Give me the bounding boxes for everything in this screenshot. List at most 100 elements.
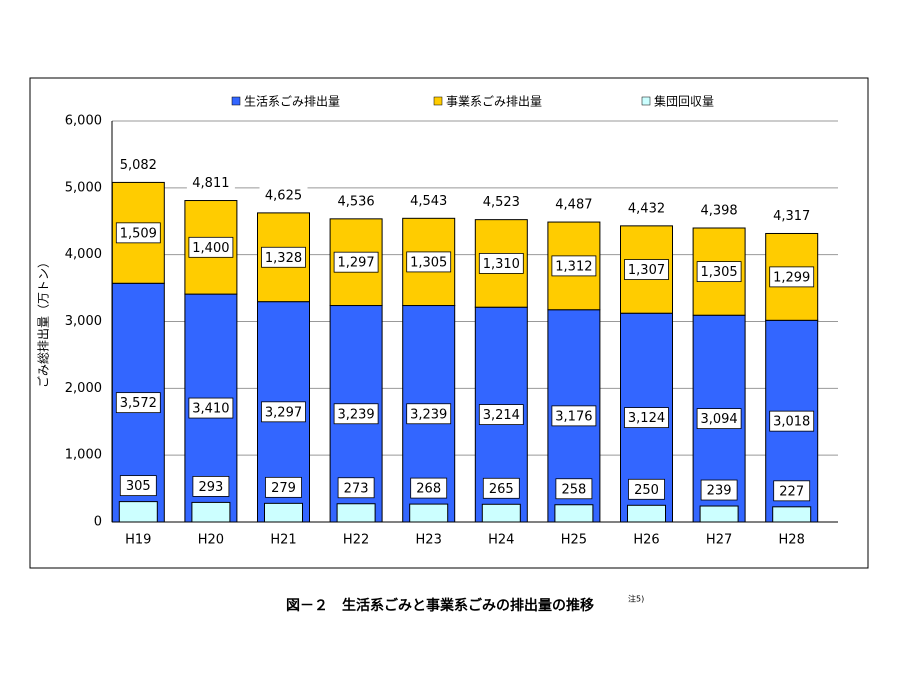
- data-label-box: [555, 478, 593, 500]
- y-tick-label: 3,000: [65, 314, 102, 329]
- data-label: 305: [126, 479, 151, 494]
- total-label-bg: [767, 207, 816, 224]
- data-label-box: [769, 266, 815, 288]
- total-label-bg: [186, 174, 235, 191]
- data-label-box: [551, 405, 597, 427]
- total-label-bg: [695, 202, 744, 219]
- bar-overlay: [336, 503, 376, 523]
- total-label: 5,082: [120, 158, 157, 173]
- data-label-box: [188, 397, 234, 419]
- data-label: 293: [198, 480, 223, 495]
- data-label: 273: [344, 481, 369, 496]
- bar-overlay: [481, 503, 521, 523]
- x-tick-label: H19: [125, 533, 151, 548]
- bar-overlay: [409, 503, 449, 523]
- legend-swatch: [641, 96, 651, 106]
- data-label-box: [406, 403, 452, 425]
- y-axis-label: ごみ総排出量（万トン）: [36, 256, 51, 388]
- data-label: 227: [779, 484, 804, 499]
- data-label-box: [628, 478, 665, 500]
- y-tick-label: 4,000: [65, 247, 102, 262]
- data-label: 1,310: [483, 257, 520, 272]
- total-label-bg: [622, 199, 671, 216]
- data-label-box: [265, 476, 302, 498]
- total-label: 4,625: [265, 188, 302, 203]
- bar-overlay: [627, 504, 666, 523]
- data-label-box: [188, 236, 234, 258]
- data-label: 258: [561, 482, 586, 497]
- bar-overlay: [554, 504, 594, 523]
- bar-overlay: [191, 501, 231, 523]
- y-tick-label: 6,000: [65, 114, 102, 129]
- data-label-box: [333, 403, 379, 425]
- data-label-box: [696, 261, 742, 283]
- data-label: 3,018: [773, 415, 810, 430]
- total-label: 4,317: [773, 209, 810, 224]
- legend-label: 生活系ごみ排出量: [244, 94, 340, 109]
- data-label: 1,400: [192, 241, 229, 256]
- data-label: 265: [489, 482, 514, 497]
- x-tick-label: H23: [416, 533, 442, 548]
- data-label-box: [700, 479, 738, 501]
- y-tick-label: 5,000: [65, 180, 102, 195]
- data-label-box: [769, 410, 815, 432]
- x-tick-label: H20: [198, 533, 224, 548]
- total-label: 4,487: [555, 198, 592, 213]
- caption: 図－２ 生活系ごみと事業系ごみの排出量の推移: [286, 597, 594, 614]
- total-label-bg: [114, 156, 163, 173]
- data-label: 3,239: [337, 407, 374, 422]
- data-label-box: [478, 404, 524, 425]
- legend-label: 集団回収量: [654, 94, 714, 109]
- data-label: 1,328: [265, 251, 302, 266]
- total-label-bg: [332, 192, 381, 209]
- legend-label: 事業系ごみ排出量: [446, 94, 542, 109]
- data-label: 239: [707, 484, 732, 499]
- data-label: 1,297: [337, 256, 374, 271]
- y-tick-label: 0: [94, 515, 102, 530]
- data-label-box: [406, 251, 452, 273]
- data-label-box: [261, 246, 306, 268]
- total-label: 4,432: [628, 201, 665, 216]
- data-label-box: [337, 477, 375, 499]
- data-label: 3,410: [192, 402, 229, 417]
- x-tick-label: H28: [779, 533, 805, 548]
- data-label-box: [482, 477, 520, 499]
- data-label: 3,214: [483, 408, 520, 423]
- data-label-box: [333, 251, 379, 273]
- legend-swatch: [231, 96, 241, 106]
- y-tick-label: 1,000: [65, 448, 102, 463]
- data-label: 3,572: [120, 396, 157, 411]
- data-label: 3,239: [410, 407, 447, 422]
- data-label: 3,297: [265, 405, 302, 420]
- data-label-box: [696, 408, 742, 430]
- data-label-box: [551, 255, 597, 277]
- total-label: 4,523: [483, 195, 520, 210]
- x-tick-label: H26: [633, 533, 659, 548]
- data-label: 1,305: [700, 265, 737, 280]
- data-label: 1,509: [120, 226, 157, 241]
- x-tick-label: H27: [706, 533, 732, 548]
- data-label-box: [115, 392, 161, 414]
- x-tick-label: H25: [561, 533, 587, 548]
- legend-swatch: [433, 96, 443, 106]
- data-label: 3,094: [700, 412, 737, 427]
- total-label: 4,811: [192, 176, 229, 191]
- bar-overlay: [699, 505, 739, 523]
- total-label-bg: [404, 192, 453, 209]
- x-tick-label: H22: [343, 533, 369, 548]
- data-label: 1,299: [773, 270, 810, 285]
- data-label-box: [624, 407, 669, 429]
- data-label: 1,312: [555, 259, 592, 274]
- total-label: 4,398: [700, 204, 737, 219]
- total-label: 4,536: [337, 194, 374, 209]
- total-label-bg: [549, 196, 598, 213]
- data-label: 268: [416, 482, 441, 497]
- x-tick-label: H24: [488, 533, 514, 548]
- data-label: 1,307: [628, 263, 665, 278]
- data-label: 1,305: [410, 255, 447, 270]
- total-label-bg: [259, 186, 308, 203]
- x-tick-label: H21: [270, 533, 296, 548]
- data-label-box: [119, 475, 157, 497]
- total-label-bg: [477, 193, 526, 210]
- data-label-box: [115, 222, 161, 244]
